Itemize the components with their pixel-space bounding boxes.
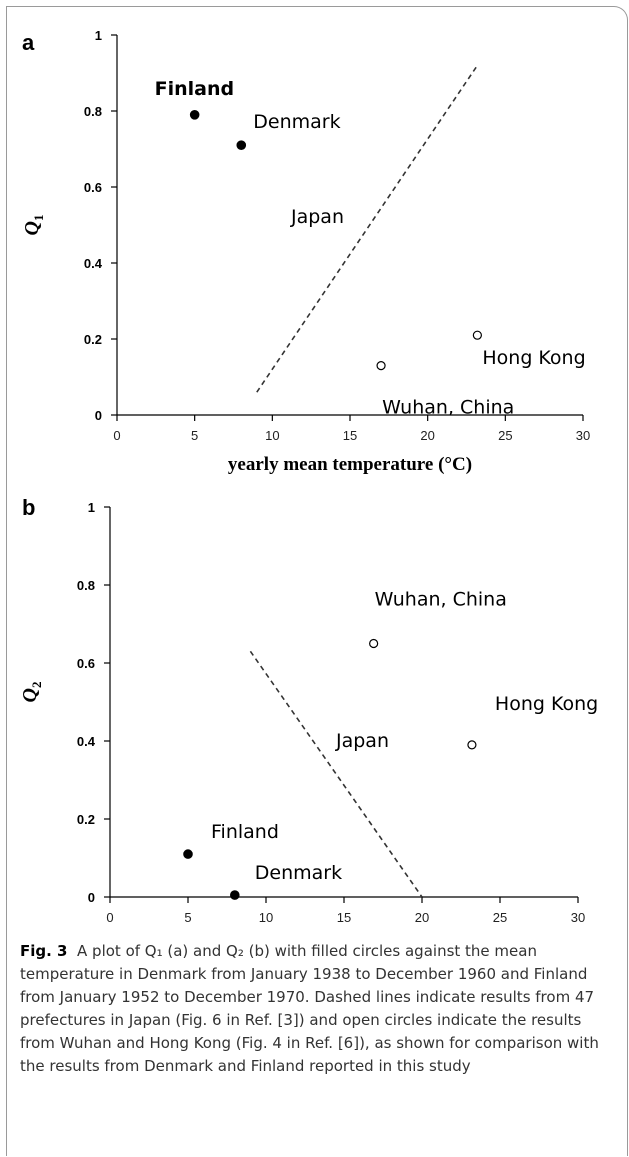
y-tick-label-b: 0.8 [77,578,95,593]
x-tick-label-a: 30 [576,428,590,443]
y-tick-label-b: 0 [88,890,95,905]
y-tick-label-a: 0 [95,408,102,423]
data-point-finland-a [189,110,200,120]
panel-letter-a: a [22,30,35,55]
panel-letter-b: b [22,495,35,520]
figure-caption: Fig. 3 A plot of Q₁ (a) and Q₂ (b) with … [20,940,620,1078]
point-label-wuhan-china-b: Wuhan, China [375,589,507,611]
y-tick-label-a: 1 [95,28,102,43]
point-label-japan-b: Japan [335,730,389,752]
data-point-finland-b [183,849,193,859]
data-point-denmark-a [236,140,247,150]
x-tick-label-b: 5 [184,910,191,925]
x-tick-label-b: 20 [415,910,429,925]
y-tick-label-b: 0.4 [77,734,96,749]
figure-frame [6,6,628,1156]
x-tick-label-a: 15 [343,428,357,443]
y-tick-label-a: 0.2 [84,332,102,347]
x-tick-label-a: 10 [265,428,279,443]
y-tick-label-b: 1 [88,500,95,515]
point-label-japan-a: Japan [290,206,344,228]
x-axis-label-b: yearly mean temperature (°C) [222,934,466,935]
point-label-hong-kong-b: Hong Kong [495,693,598,715]
point-label-hong-kong-a: Hong Kong [482,347,585,369]
point-label-wuhan-china-a: Wuhan, China [382,397,514,419]
japan-dashed-line-b [249,650,423,898]
x-tick-label-a: 20 [420,428,434,443]
data-point-denmark-b [230,890,240,900]
data-point-wuhan-china-b [369,638,379,649]
x-axis-label-a: yearly mean temperature (°C) [228,454,472,475]
y-tick-label-b: 0.2 [77,812,95,827]
data-point-wuhan-china-a [376,361,386,371]
x-tick-label-b: 25 [493,910,507,925]
y-tick-label-a: 0.8 [84,104,102,119]
x-tick-label-a: 0 [113,428,120,443]
point-label-finland-a: Finland [155,78,234,100]
x-tick-label-b: 10 [259,910,273,925]
point-label-finland-b: Finland [211,821,279,843]
point-label-denmark-a: Denmark [253,111,340,133]
x-tick-label-a: 5 [191,428,198,443]
y-tick-label-a: 0.4 [84,256,103,271]
x-tick-label-b: 0 [106,910,113,925]
data-point-hong-kong-a [472,330,482,340]
japan-dashed-line-a [256,64,479,393]
caption-text: A plot of Q₁ (a) and Q₂ (b) with filled … [20,942,599,1075]
point-label-denmark-b: Denmark [255,862,342,884]
figure-number: Fig. 3 [20,942,68,960]
y-axis-label-a: Q1 [21,215,46,236]
y-axis-label-b: Q2 [19,682,44,703]
y-tick-label-a: 0.6 [84,180,102,195]
data-point-hong-kong-b [467,740,477,750]
x-tick-label-a: 25 [498,428,512,443]
x-tick-label-b: 30 [571,910,585,925]
x-tick-label-b: 15 [337,910,351,925]
y-tick-label-b: 0.6 [77,656,95,671]
